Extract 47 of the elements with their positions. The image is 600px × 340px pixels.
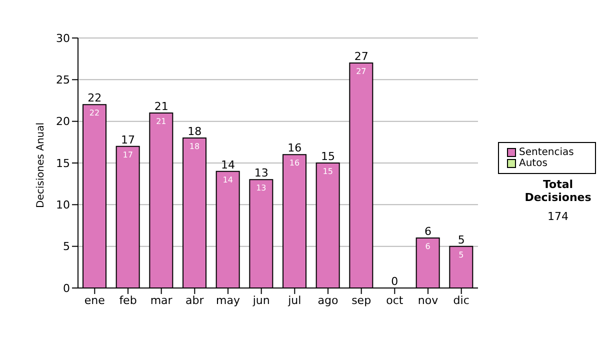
data-label: 14 [222, 175, 233, 184]
total-label: 15 [321, 150, 335, 163]
data-label: 6 [425, 242, 430, 251]
total-label: 17 [121, 133, 135, 146]
total-label: 0 [391, 275, 398, 288]
data-label: 22 [89, 108, 100, 118]
y-tick-label: 15 [56, 156, 70, 170]
total-label: 6 [424, 225, 432, 238]
y-axis-title: Decisiones Anual [36, 122, 47, 208]
data-label: 15 [322, 167, 333, 176]
data-label: 17 [122, 150, 133, 160]
x-tick-label: oct [386, 294, 404, 307]
data-label: 13 [256, 184, 266, 193]
x-tick-label: nov [418, 294, 439, 307]
x-tick-label: mar [150, 294, 173, 307]
data-label: 18 [189, 142, 200, 151]
total-label: 18 [188, 125, 202, 138]
total-label: 14 [221, 158, 235, 172]
x-tick-label: feb [119, 294, 137, 307]
data-label: 16 [289, 158, 300, 168]
y-tick-label: 5 [63, 240, 70, 254]
total-label: 21 [154, 100, 168, 113]
legend-label: Autos [519, 158, 548, 169]
y-tick-label: 20 [56, 115, 70, 128]
data-label: 21 [156, 117, 166, 126]
x-tick-label: jul [287, 294, 302, 307]
legend-label: Sentencias [519, 147, 574, 158]
total-label: 27 [354, 50, 368, 63]
x-tick-label: sep [352, 294, 372, 307]
data-label: 5 [458, 250, 464, 260]
x-tick-label: may [216, 294, 240, 307]
x-tick-label: ene [84, 294, 106, 307]
total-label: 13 [254, 166, 268, 180]
y-tick-label: 25 [56, 74, 70, 87]
total-label: 16 [288, 142, 302, 155]
total-label: 22 [88, 92, 102, 105]
data-label: 27 [356, 67, 366, 76]
text: Total Decisiones [524, 178, 592, 204]
y-tick-label: 0 [63, 282, 70, 295]
text: 174 [546, 210, 570, 223]
x-tick-label: dic [453, 294, 470, 307]
y-tick-label: 10 [56, 198, 70, 212]
x-tick-label: ago [318, 294, 338, 307]
total-label: 5 [458, 233, 465, 246]
x-tick-label: jun [252, 294, 270, 307]
x-tick-label: abr [186, 294, 204, 307]
y-tick-label: 30 [56, 32, 70, 45]
